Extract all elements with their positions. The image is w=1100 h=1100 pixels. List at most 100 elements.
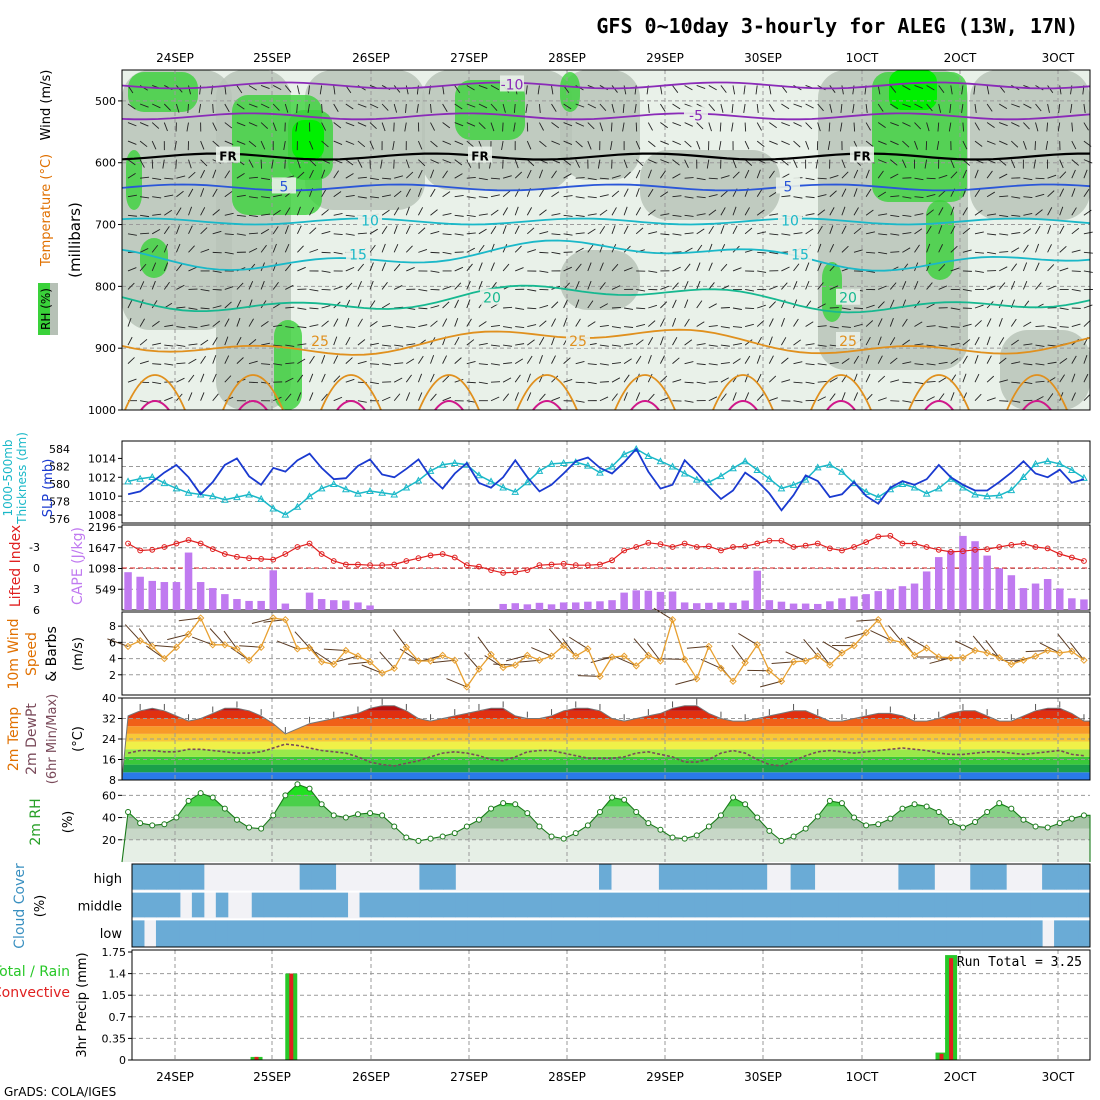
wind-barb [950, 342, 960, 346]
wind-barb [805, 280, 810, 290]
wind-barb [551, 85, 554, 95]
wind-barb [163, 243, 169, 253]
wind-barb [151, 262, 157, 272]
wind-barb [1011, 400, 1021, 403]
cloud-cell [347, 919, 361, 947]
thickness-point [934, 484, 943, 492]
rh-point [802, 825, 809, 832]
thickness-point [293, 502, 302, 510]
wind-barb [563, 379, 573, 383]
rh-point [1056, 820, 1063, 827]
wind-barb [611, 225, 616, 234]
wind-barb [466, 339, 475, 346]
wind-barb [708, 85, 717, 91]
tick-label: 1008 [88, 509, 116, 522]
wind-barb [660, 233, 670, 236]
wind-barb [624, 326, 634, 328]
wind-barb [684, 159, 689, 168]
wind-barb [418, 207, 424, 216]
wind-barb [732, 307, 742, 310]
wind-barb [720, 190, 728, 198]
wind-barb [273, 363, 283, 366]
cloud-cell [922, 919, 935, 947]
wind-barb [127, 214, 137, 217]
cape-bar [838, 598, 846, 610]
wind-barb [418, 324, 428, 327]
thickness-point [983, 492, 991, 500]
cloud-cell [515, 919, 528, 947]
wind-barb [684, 318, 690, 327]
wind-barb [321, 230, 331, 235]
wind-barb [296, 225, 302, 235]
wind-barb [647, 393, 655, 402]
wind-barb [1011, 381, 1021, 384]
thickness-point [450, 458, 459, 466]
wind-barb [611, 207, 617, 216]
wind-barb [248, 232, 259, 235]
cloud-cell [1030, 891, 1043, 918]
contour-label-bg [684, 106, 708, 123]
wind-barb [974, 320, 982, 327]
cloud-cell [239, 919, 253, 947]
thickness-point [172, 484, 181, 492]
cloud-cell [982, 891, 995, 918]
surface-wind-barb [167, 633, 189, 641]
wind-barb [188, 326, 198, 329]
wind-barb [986, 375, 995, 383]
wind-barb [466, 381, 476, 384]
wind-barb [1083, 159, 1093, 164]
wind-barb [345, 378, 355, 383]
cloud-cell [179, 919, 193, 947]
cloud-cell [1054, 891, 1067, 918]
cloud-cell [467, 919, 480, 947]
surface-wind-barb [562, 638, 577, 657]
cloud-cell [1006, 891, 1019, 918]
wind-barb [829, 393, 836, 401]
lifted-index-point [524, 567, 531, 573]
wind-barb [817, 122, 821, 132]
wind-barb [526, 392, 532, 401]
wind-barb [926, 122, 930, 132]
wind-barb [333, 286, 343, 290]
surface-wind-barb [731, 644, 746, 663]
wind-barb [660, 159, 669, 164]
wind-speed-point [402, 643, 411, 651]
wind-barb [902, 381, 912, 384]
wind-speed-point [995, 654, 1003, 662]
wind-barb [841, 326, 851, 328]
wind-barb [1023, 381, 1033, 385]
wind-barb [466, 247, 475, 253]
surface-wind-barb [771, 661, 794, 664]
contour-label-bg [778, 211, 802, 228]
wind-speed-point [354, 652, 362, 660]
surface-isotherm-hot [238, 400, 268, 411]
wind-speed-point [644, 651, 653, 660]
wind-barb [950, 225, 956, 235]
wind-barb [781, 233, 791, 236]
wind-barb [902, 140, 910, 148]
wind-barb [648, 304, 658, 309]
wind-barb [841, 171, 849, 179]
rh-saturated-area [889, 70, 937, 110]
cloud-cell [407, 919, 420, 947]
wind-barb [152, 213, 162, 216]
wind-barb [284, 263, 292, 272]
wind-barb [393, 263, 401, 272]
wind-barb [805, 321, 814, 327]
wind-barb [127, 336, 133, 346]
wind-barb [648, 231, 658, 235]
wind-barb [961, 103, 964, 113]
rh-point [863, 822, 870, 829]
rh-moist-area [970, 70, 1090, 220]
wind-barb [198, 103, 202, 113]
wind-barb [902, 247, 911, 253]
lifted-index-point [633, 544, 640, 550]
rh-point [972, 819, 979, 825]
surface-isotherm-hot [140, 400, 170, 411]
wind-speed-point [233, 645, 241, 653]
wind-barb [889, 317, 894, 327]
wind-barb [949, 103, 952, 113]
wind-barb [1035, 225, 1041, 235]
wind-barb [938, 85, 945, 94]
wind-speed-point [1080, 656, 1088, 664]
